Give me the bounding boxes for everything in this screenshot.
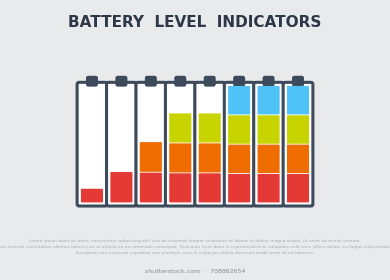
- FancyBboxPatch shape: [287, 144, 309, 173]
- FancyBboxPatch shape: [257, 115, 280, 144]
- FancyBboxPatch shape: [106, 82, 136, 206]
- FancyBboxPatch shape: [294, 77, 303, 85]
- FancyBboxPatch shape: [140, 142, 162, 172]
- FancyBboxPatch shape: [257, 174, 280, 202]
- Text: Lorem ipsum dolor sit amet, consectetur adipiscing elit, sed do eiusmod tempor i: Lorem ipsum dolor sit amet, consectetur …: [0, 239, 390, 255]
- FancyBboxPatch shape: [228, 115, 250, 144]
- FancyBboxPatch shape: [81, 189, 103, 202]
- FancyBboxPatch shape: [169, 143, 191, 172]
- FancyBboxPatch shape: [287, 115, 309, 144]
- FancyBboxPatch shape: [117, 77, 126, 85]
- FancyBboxPatch shape: [287, 86, 309, 115]
- FancyBboxPatch shape: [199, 113, 221, 143]
- FancyBboxPatch shape: [110, 172, 133, 202]
- FancyBboxPatch shape: [140, 173, 162, 202]
- FancyBboxPatch shape: [87, 77, 96, 85]
- FancyBboxPatch shape: [287, 174, 309, 202]
- FancyBboxPatch shape: [165, 82, 195, 206]
- FancyBboxPatch shape: [199, 173, 221, 202]
- FancyBboxPatch shape: [283, 82, 313, 206]
- FancyBboxPatch shape: [136, 82, 166, 206]
- FancyBboxPatch shape: [176, 77, 185, 85]
- FancyBboxPatch shape: [254, 82, 284, 206]
- FancyBboxPatch shape: [235, 77, 244, 85]
- FancyBboxPatch shape: [169, 113, 191, 143]
- Text: BATTERY  LEVEL  INDICATORS: BATTERY LEVEL INDICATORS: [68, 15, 322, 31]
- FancyBboxPatch shape: [257, 144, 280, 173]
- FancyBboxPatch shape: [228, 86, 250, 115]
- FancyBboxPatch shape: [264, 77, 273, 85]
- FancyBboxPatch shape: [195, 82, 225, 206]
- FancyBboxPatch shape: [77, 82, 107, 206]
- FancyBboxPatch shape: [228, 174, 250, 202]
- Text: shutterstock.com  ·  708862654: shutterstock.com · 708862654: [145, 269, 245, 274]
- FancyBboxPatch shape: [224, 82, 254, 206]
- FancyBboxPatch shape: [205, 77, 214, 85]
- FancyBboxPatch shape: [228, 144, 250, 173]
- FancyBboxPatch shape: [146, 77, 155, 85]
- FancyBboxPatch shape: [199, 143, 221, 172]
- FancyBboxPatch shape: [257, 86, 280, 115]
- FancyBboxPatch shape: [169, 173, 191, 202]
